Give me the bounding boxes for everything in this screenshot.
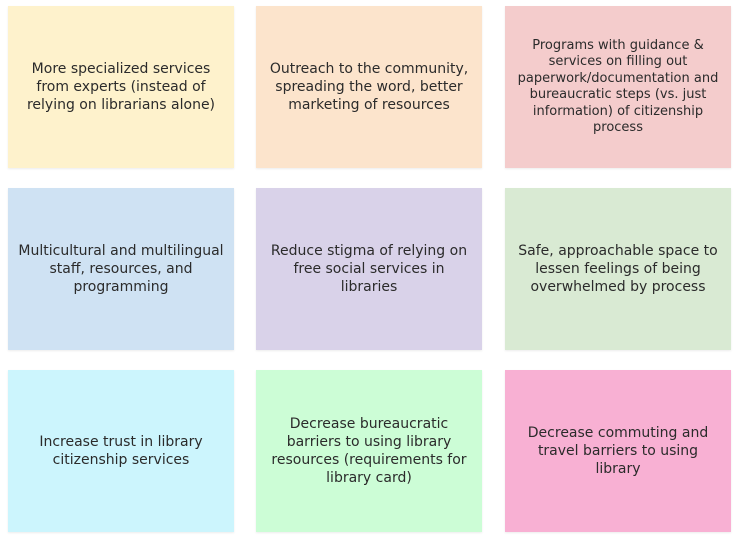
note-text: Safe, approachable space to lessen feeli…	[518, 243, 718, 295]
sticky-note-programs-guidance: Programs with guidance & services on fil…	[505, 6, 731, 168]
sticky-note-increase-trust: Increase trust in library citizenship se…	[8, 370, 234, 532]
note-text: Programs with guidance & services on fil…	[517, 37, 719, 136]
sticky-note-reduce-stigma: Reduce stigma of relying on free social …	[256, 188, 482, 350]
sticky-note-specialized-services: More specialized services from experts (…	[8, 6, 234, 168]
sticky-note-safe-space: Safe, approachable space to lessen feeli…	[505, 188, 731, 350]
sticky-note-commuting-barriers: Decrease commuting and travel barriers t…	[505, 370, 731, 532]
note-text: Multicultural and multilingual staff, re…	[18, 243, 224, 295]
note-text: Reduce stigma of relying on free social …	[270, 243, 468, 295]
note-text: More specialized services from experts (…	[26, 61, 216, 113]
sticky-note-multicultural: Multicultural and multilingual staff, re…	[8, 188, 234, 350]
note-text: Decrease bureaucratic barriers to using …	[271, 416, 467, 486]
note-text: Outreach to the community, spreading the…	[269, 61, 469, 113]
sticky-note-bureaucratic-barriers: Decrease bureaucratic barriers to using …	[256, 370, 482, 532]
sticky-note-outreach: Outreach to the community, spreading the…	[256, 6, 482, 168]
note-text: Increase trust in library citizenship se…	[39, 434, 203, 468]
note-text: Decrease commuting and travel barriers t…	[527, 425, 709, 477]
